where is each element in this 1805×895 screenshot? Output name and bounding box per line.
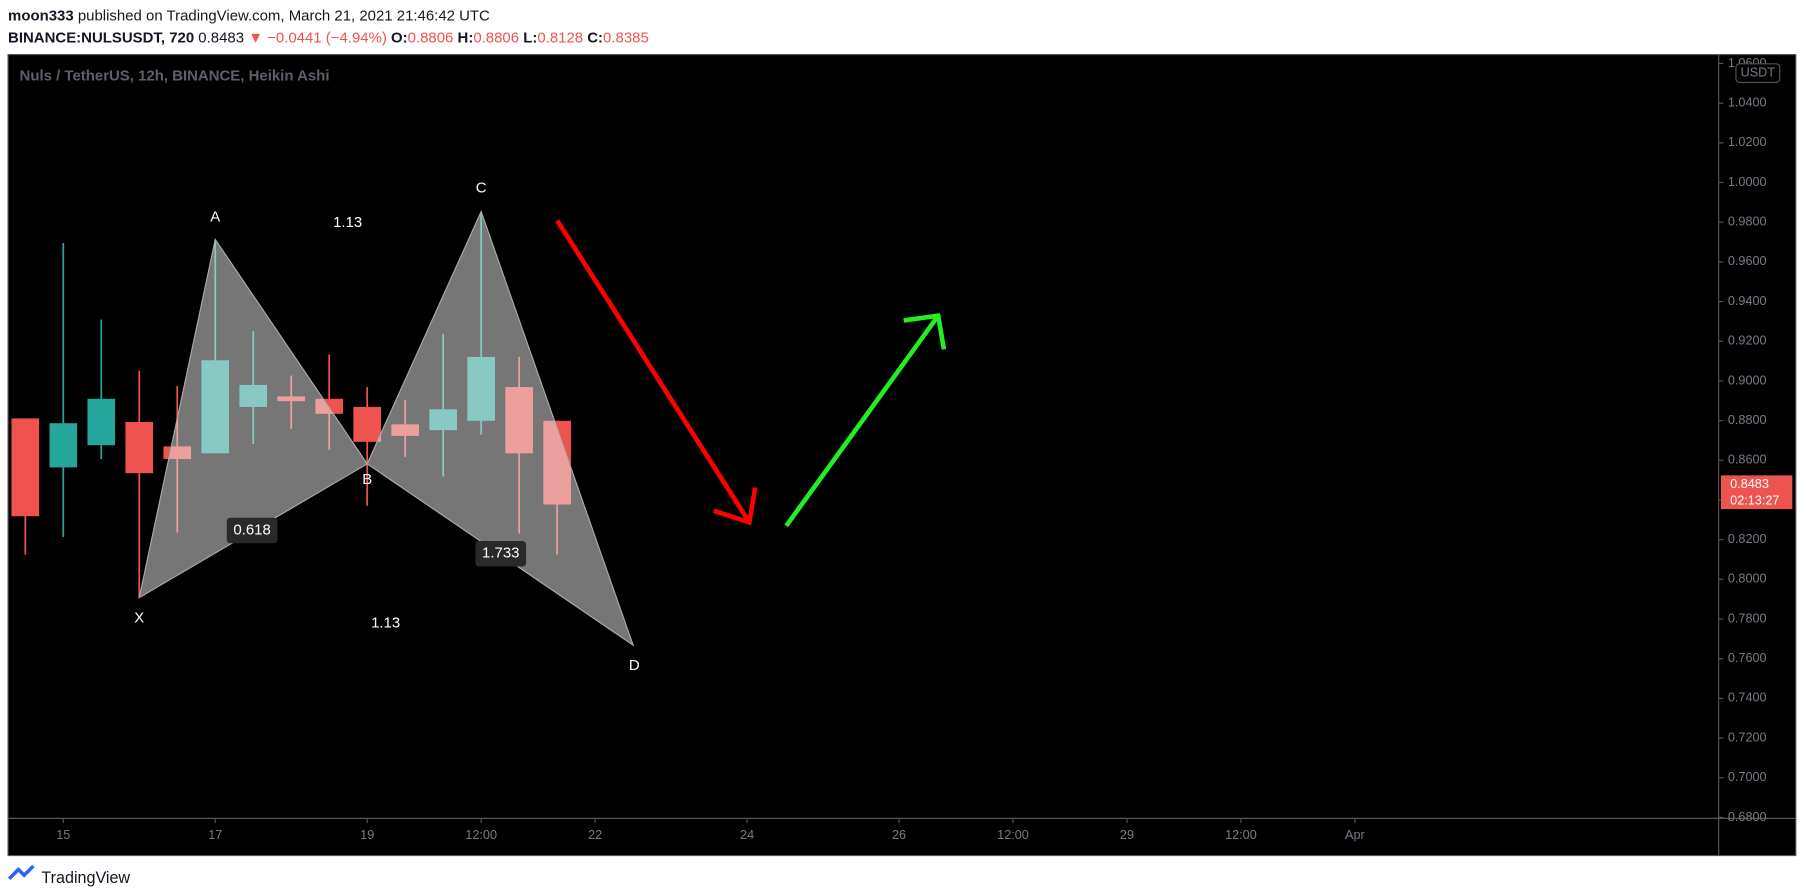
l-value: 0.8128 [537, 29, 583, 46]
pattern-point-label: X [134, 609, 144, 626]
pattern-point-label: C [476, 179, 487, 196]
y-tick-label: 0.8000 [1728, 571, 1767, 586]
x-tick-label: 17 [208, 827, 222, 842]
pattern-point-label: A [210, 208, 220, 225]
x-tick-label: 12:00 [1225, 827, 1257, 842]
ratio-label: 1.733 [482, 545, 519, 562]
y-tick-label: 1.0000 [1728, 174, 1767, 189]
y-tick-label: 0.7600 [1728, 650, 1767, 665]
countdown: 02:13:27 [1730, 492, 1779, 507]
x-tick-label: 26 [892, 827, 906, 842]
h-label: H: [458, 29, 474, 46]
author: moon333 [8, 7, 74, 24]
brand-logo [7, 864, 35, 880]
o-label: O: [391, 29, 408, 46]
y-tick-label: 0.7000 [1728, 769, 1767, 784]
x-tick-label: 12:00 [465, 827, 497, 842]
last-price-box [1720, 475, 1793, 510]
ratio-label: 1.13 [371, 614, 400, 631]
down-arrow [555, 219, 752, 524]
unit-box [1735, 63, 1781, 83]
x-tick-label: 12:00 [997, 827, 1029, 842]
y-tick-label: 0.7800 [1728, 610, 1767, 625]
y-tick-label: 0.7200 [1728, 729, 1767, 744]
published: published on TradingView.com, March 21, … [78, 7, 490, 24]
publish-line: moon333 published on TradingView.com, Ma… [8, 7, 490, 24]
c-label: C: [587, 29, 603, 46]
y-tick-label: 0.7400 [1728, 690, 1767, 705]
candle-body [87, 398, 116, 446]
candle-body [11, 418, 40, 517]
candle-body [353, 406, 382, 442]
x-tick-label: 22 [588, 827, 602, 842]
symbol-line: BINANCE:NULSUSDT, 720 0.8483 ▼ −0.0441 (… [8, 29, 649, 46]
candle-body [125, 421, 154, 474]
o-value: 0.8806 [408, 29, 454, 46]
y-tick-label: 0.8200 [1728, 531, 1767, 546]
y-tick-label: 0.9600 [1728, 253, 1767, 268]
y-tick-label: 0.9400 [1728, 293, 1767, 308]
ratio-label: 0.618 [233, 521, 270, 538]
x-tick-label: 15 [56, 827, 70, 842]
ratio-box [475, 540, 527, 567]
l-label: L: [523, 29, 537, 46]
y-tick-label: 1.0200 [1728, 134, 1767, 149]
chart-title: Nuls / TetherUS, 12h, BINANCE, Heikin As… [20, 68, 330, 85]
change: ▼ −0.0441 (−4.94%) [248, 29, 387, 46]
x-tick-label: 19 [360, 827, 374, 842]
x-tick-label: 24 [740, 827, 754, 842]
pattern-point-label: B [362, 471, 372, 488]
c-value: 0.8385 [603, 29, 649, 46]
y-tick-label: 0.8800 [1728, 412, 1767, 427]
candle-body [49, 423, 78, 468]
y-tick-label: 0.9000 [1728, 372, 1767, 387]
ratio-label: 1.13 [333, 214, 362, 231]
symbol: BINANCE:NULSUSDT, 720 [8, 29, 194, 46]
pattern-point-label: D [629, 657, 640, 674]
last: 0.8483 [198, 29, 244, 46]
unit-label: USDT [1741, 64, 1776, 79]
y-tick-label: 0.9800 [1728, 214, 1767, 229]
last-price: 0.8483 [1730, 476, 1769, 491]
y-tick-label: 0.8600 [1728, 452, 1767, 467]
h-value: 0.8806 [473, 29, 519, 46]
brand: TradingView [41, 869, 130, 887]
y-tick-label: 1.0400 [1728, 94, 1767, 109]
x-tick-label: 29 [1120, 827, 1134, 842]
plot: X A B C D 1.13 0.618 1.733 1.13 [11, 179, 640, 674]
ratio-box [226, 517, 278, 544]
y-tick-label: 0.6800 [1728, 809, 1767, 824]
y-tick-label: 0.9200 [1728, 333, 1767, 348]
x-tick-label: Apr [1345, 827, 1365, 842]
up-arrow [784, 314, 941, 528]
down-arrow-head [713, 487, 758, 526]
up-arrow-head [903, 313, 947, 350]
